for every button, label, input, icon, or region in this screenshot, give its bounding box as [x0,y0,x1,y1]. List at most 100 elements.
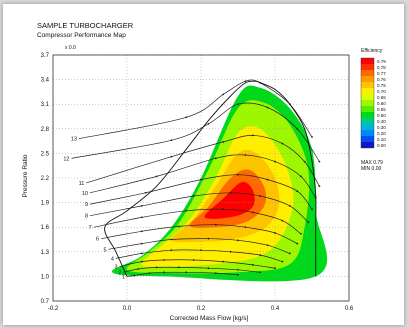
speed-line-point [266,178,269,181]
speed-line-point [222,260,225,263]
speed-line-point [185,271,188,274]
legend-swatch [361,118,374,124]
y-tick-label: 3.7 [41,53,50,59]
legend-level-label: 0.76 [377,77,386,82]
legend-swatch [361,124,374,130]
y-tick-label: 2.8 [41,127,50,133]
x-tick-label: 0.0 [123,306,132,312]
speed-line-point [311,208,313,211]
speed-line-label: 12 [63,156,69,162]
legend-level-label: 0.10 [377,137,386,142]
legend-level-label: 0.65 [377,95,386,100]
legend-swatch [361,112,374,118]
y-tick-label: 2.2 [41,176,50,182]
legend-level-label: 0.77 [377,71,386,76]
speed-line-point [296,127,299,130]
speed-line-point [237,173,239,176]
speed-line-point [192,195,195,197]
speed-line-point [140,242,143,245]
legend-level-label: 0.55 [377,107,386,112]
speed-line-point [296,190,299,193]
plot-frame [52,54,350,302]
speed-line-point [214,157,217,160]
speed-line-point [266,244,269,247]
speed-line-point [140,230,143,233]
speed-line-point [144,191,147,194]
speed-line-label: 4 [111,256,114,262]
speed-line-point [207,122,210,125]
legend-swatch [361,76,374,82]
chart-subtitle: Compressor Performance Map [37,32,126,39]
speed-line-point [140,252,143,255]
speed-line-point [133,274,136,277]
speed-line-label: 1 [122,274,125,280]
choke-line [256,80,317,277]
legend-swatch [361,106,374,112]
legend-swatch [361,58,374,64]
speed-line-label: 7 [89,225,92,231]
speed-line-point [237,268,239,271]
speed-line-point [318,185,321,188]
speed-line-point [251,134,254,137]
speed-line-point [281,142,284,145]
speed-line-point [148,272,151,275]
speed-line-point [288,252,291,255]
speed-line-point [300,232,302,235]
speed-line-point [259,254,262,256]
efficiency-region [204,181,255,219]
speed-line-point [155,175,158,178]
speed-line-point [170,155,173,158]
speed-line-point [244,80,247,83]
legend-level-label: 0.79 [377,59,386,64]
speed-line-point [140,204,143,207]
speed-line-point [259,271,262,274]
x-axis-label: Corrected Mass Flow [kg/s] [170,315,249,322]
y-tick-label: 1.9 [41,201,50,207]
speed-line-point [163,259,165,261]
speed-line-point [200,249,202,252]
speed-line-point [229,250,232,253]
surge-line [104,80,257,277]
speed-line-point [155,266,158,269]
legend-swatch [361,82,374,88]
legend-level-label: 0.75 [377,83,386,88]
speed-line-point [251,211,254,214]
speed-line-point [281,260,284,263]
legend-level-label: 0.30 [377,125,386,130]
x-tick-label: 0.2 [197,306,206,312]
speed-line-label: 5 [103,247,106,253]
legend-min: MIN 0.00 [361,166,382,172]
speed-line-point [200,178,202,181]
legend-level-label: 0.60 [377,101,386,106]
speed-line-point [137,268,140,270]
units-note: x 0.0 [65,45,76,51]
speed-line-point [214,272,217,275]
speed-line-label: 3 [115,265,118,271]
chart-card: 1 2 3 4 5 6 7 8 9 10 11 12 13 -0.2 0.0 0.2 0.4 0.6 0.7 1.0… [3,4,404,325]
legend-max: MAX 0.79 [361,160,383,166]
speed-line-point [237,273,239,276]
speed-line-point [207,267,210,270]
speed-line-point [214,223,217,226]
legend-swatch [361,64,374,70]
y-tick-label: 1.3 [41,250,50,256]
legend-swatch [361,70,374,76]
speed-line-label: 13 [71,137,77,143]
speed-line-point [274,160,276,163]
speed-line-point [274,267,276,270]
speed-line-point [307,221,310,224]
x-tick-label: 0.6 [345,306,354,312]
y-tick-label: 2.5 [41,151,50,157]
y-axis-label: Pressure Ratio [22,154,29,197]
legend-level-label: 0.40 [377,119,386,124]
y-tick-label: 0.7 [41,299,50,305]
chart-title: SAMPLE TURBOCHARGER [37,21,134,30]
legend-swatch [361,136,374,142]
speed-line-point [170,139,173,142]
legend-swatch [361,88,374,94]
legend-swatch [361,142,374,148]
y-tick-label: 3.4 [41,78,50,84]
speed-line-point [274,232,276,234]
speed-line-label: 6 [96,237,99,243]
speed-line-point [296,242,299,245]
